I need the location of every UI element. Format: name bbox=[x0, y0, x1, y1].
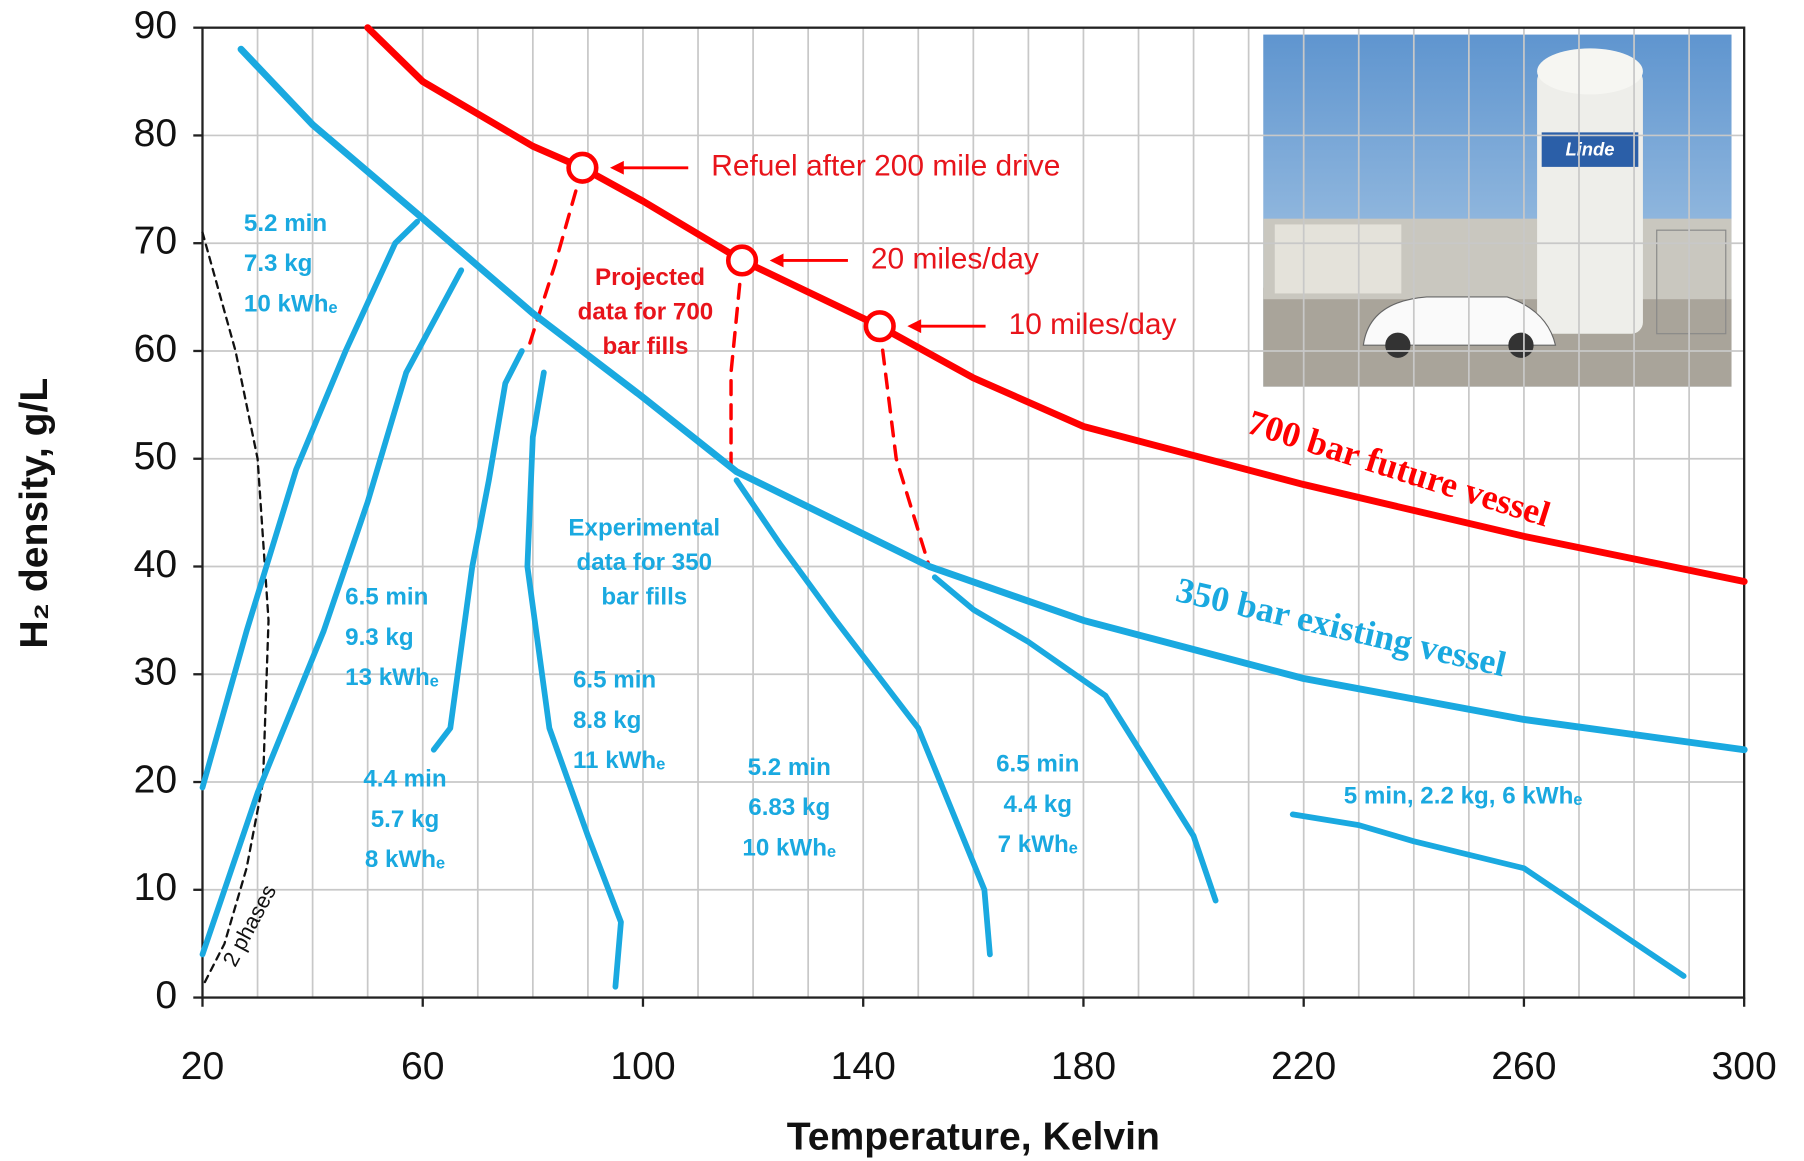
fill-label: 10 kWhₑ bbox=[742, 835, 836, 862]
experimental-label: data for 350 bbox=[576, 549, 712, 576]
fill-label: 5.2 min bbox=[748, 754, 831, 781]
y-tick-label: 60 bbox=[134, 327, 178, 370]
fill-curve bbox=[1293, 814, 1684, 976]
projected-label: bar fills bbox=[602, 333, 688, 360]
x-axis-title: Temperature, Kelvin bbox=[787, 1115, 1160, 1158]
fill-label: 8 kWhₑ bbox=[365, 846, 445, 873]
arrow-head bbox=[770, 254, 784, 268]
fill-label: 5 min, 2.2 kg, 6 kWhₑ bbox=[1344, 783, 1583, 810]
fill-label: 13 kWhₑ bbox=[345, 664, 439, 691]
y-tick-label: 40 bbox=[134, 543, 178, 586]
annotation: 10 miles/day bbox=[1009, 308, 1177, 341]
fill-label: 4.4 min bbox=[363, 765, 446, 792]
y-tick-label: 90 bbox=[134, 4, 178, 47]
projected-line bbox=[880, 326, 930, 566]
fill-label: 7.3 kg bbox=[244, 250, 312, 277]
x-tick-label: 60 bbox=[401, 1045, 445, 1088]
photo-text: Linde bbox=[1565, 139, 1614, 160]
chart: Linde 20 60 100 140 180 220 260 300 0 10 20 30 40 50 6… bbox=[0, 0, 1804, 1161]
fill-label: 8.8 kg bbox=[573, 707, 641, 734]
projected-label: data for 700 bbox=[578, 298, 714, 325]
fill-label: 6.83 kg bbox=[748, 794, 830, 821]
y-axis-title: H₂ density, g/L bbox=[13, 378, 56, 649]
fill-label: 6.5 min bbox=[573, 667, 656, 694]
experimental-label: bar fills bbox=[601, 584, 687, 611]
y-tick-label: 0 bbox=[155, 974, 177, 1017]
arrow-head bbox=[907, 319, 921, 333]
y-tick-label: 30 bbox=[134, 651, 178, 694]
experimental-label: Experimental bbox=[568, 515, 720, 542]
fill-label: 5.2 min bbox=[244, 210, 327, 237]
x-tick-label: 220 bbox=[1271, 1045, 1336, 1088]
marker bbox=[866, 312, 894, 340]
x-tick-label: 100 bbox=[610, 1045, 675, 1088]
phase-label: 2 phases bbox=[217, 880, 281, 970]
fill-label: 7 kWhₑ bbox=[998, 831, 1078, 858]
fill-label: 6.5 min bbox=[345, 584, 428, 611]
projected-line bbox=[731, 260, 742, 469]
marker bbox=[728, 247, 756, 275]
projected-line bbox=[527, 168, 582, 351]
y-tick-label: 20 bbox=[134, 758, 178, 801]
fill-label: 4.4 kg bbox=[1004, 791, 1072, 818]
photo: Linde bbox=[1263, 35, 1731, 387]
fill-label: 10 kWhₑ bbox=[244, 290, 338, 317]
x-tick-label: 300 bbox=[1712, 1045, 1777, 1088]
fill-label: 11 kWhₑ bbox=[573, 747, 665, 774]
marker bbox=[569, 154, 597, 182]
arrow-head bbox=[610, 161, 624, 175]
y-tick-label: 10 bbox=[134, 866, 178, 909]
page: {"chart_data":{ "type":"line", "x_label"… bbox=[0, 0, 1804, 1161]
series-label: 700 bar future vessel bbox=[1243, 402, 1555, 535]
annotation: Refuel after 200 mile drive bbox=[711, 150, 1060, 183]
series-label: 350 bar existing vessel bbox=[1172, 569, 1510, 684]
y-tick-label: 70 bbox=[134, 220, 178, 263]
y-tick-label: 50 bbox=[134, 435, 178, 478]
fill-label: 6.5 min bbox=[996, 751, 1079, 778]
fill-label: 5.7 kg bbox=[371, 806, 439, 833]
y-tick-label: 80 bbox=[134, 112, 178, 155]
annotation: 20 miles/day bbox=[871, 242, 1039, 275]
x-tick-label: 20 bbox=[181, 1045, 225, 1088]
phase-boundary bbox=[202, 232, 268, 986]
fill-label: 9.3 kg bbox=[345, 624, 413, 651]
x-tick-label: 140 bbox=[831, 1045, 896, 1088]
projected-label: Projected bbox=[595, 264, 705, 291]
x-tick-label: 180 bbox=[1051, 1045, 1116, 1088]
x-tick-label: 260 bbox=[1491, 1045, 1556, 1088]
